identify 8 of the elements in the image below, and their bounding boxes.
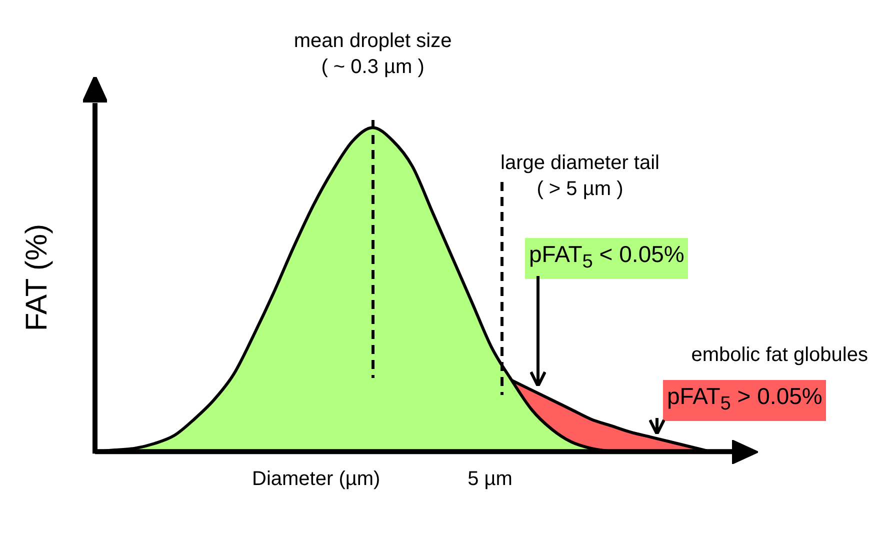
y-axis-title: FAT (%) [20, 223, 54, 334]
text: mean droplet size ( ~ 0.3 µm ) [292, 29, 453, 80]
annotation: embolic fat globules [691, 343, 868, 368]
x-axis-title: Diameter (µm) [252, 466, 380, 492]
annotation: large diameter tail ( > 5 µm ) [500, 151, 660, 202]
annotation: pFAT$_{5}$ < 0.05% [525, 238, 688, 279]
text: 5 µm [468, 468, 512, 490]
annotation: pFAT$_{5}$ > 0.05% [663, 380, 826, 421]
